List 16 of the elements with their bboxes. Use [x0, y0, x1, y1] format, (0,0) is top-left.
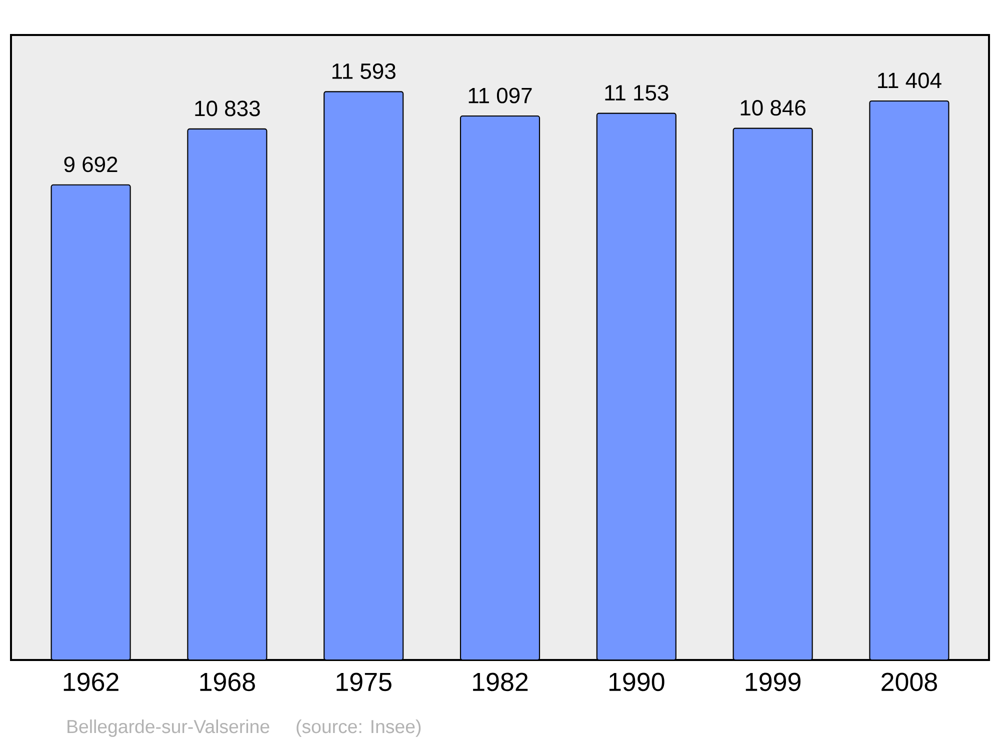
x-tick-label: 1999	[746, 672, 800, 692]
text: (source: Insee)	[296, 719, 421, 737]
x-tick-label: 1968	[200, 672, 255, 692]
data-label: 11 404	[878, 72, 942, 88]
data-label: 10 846	[740, 100, 806, 116]
text: Bellegarde-sur-Valserine	[68, 719, 270, 737]
x-tick-label: 1962	[64, 672, 118, 692]
data-label: 9 692	[64, 156, 118, 172]
data-label: 11 097	[468, 88, 532, 104]
data-label: 11 153	[605, 84, 668, 101]
x-tick-label: 2008	[882, 672, 937, 692]
x-tick-label: 1982	[473, 672, 528, 692]
x-tick-label: 1975	[336, 672, 392, 692]
x-tick-label: 1990	[609, 672, 664, 692]
data-label: 11 593	[332, 63, 396, 79]
data-label: 10 833	[195, 100, 260, 116]
